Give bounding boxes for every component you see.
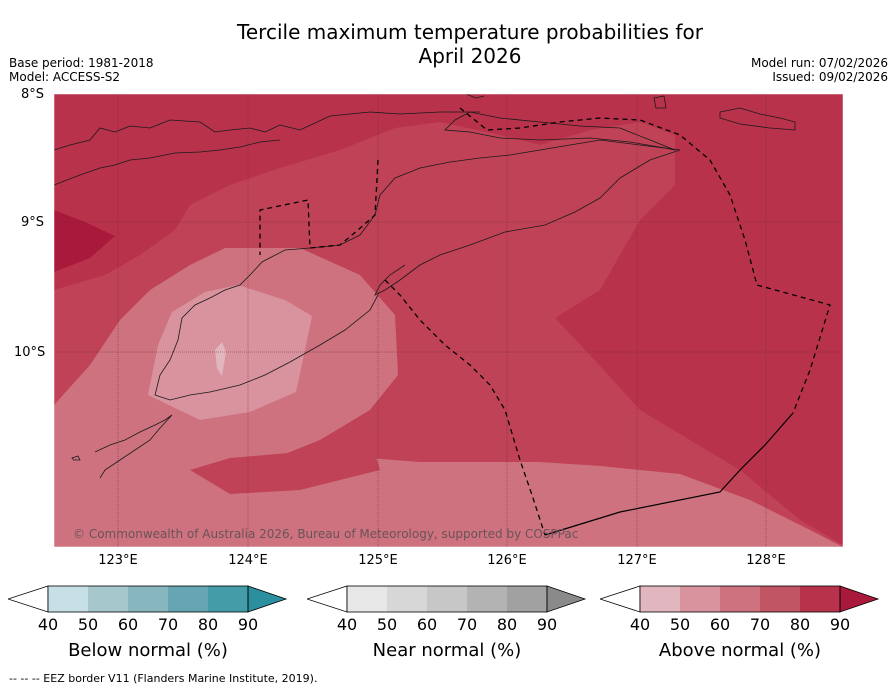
colorbar-near [307, 585, 587, 613]
below-colorbar-frame [47, 585, 249, 613]
above-colorbar-segment [760, 586, 800, 612]
below-colorbar-segment [88, 586, 128, 612]
region-50-center [215, 342, 226, 376]
below-colorbar-arrow-right [247, 585, 288, 613]
lat-label-10s: 10°S [14, 345, 46, 360]
below-colorbar-segment [208, 586, 248, 612]
below-colorbar-segment [168, 586, 208, 612]
model-run: Model run: 07/02/2026 [750, 56, 888, 70]
colorbar-above-label: Above normal (%) [658, 640, 822, 661]
lon-label-127e: 127°E [617, 553, 657, 568]
lon-label-126e: 126°E [487, 553, 527, 568]
near-colorbar-tick: 40 [336, 615, 358, 634]
eez-footnote: -- -- -- EEZ border V11 (Flanders Marine… [9, 672, 318, 685]
eez-border [459, 107, 831, 414]
above-colorbar-tick: 50 [669, 615, 691, 634]
map-frame [53, 93, 844, 548]
below-colorbar-tick: 80 [197, 615, 219, 634]
region-80-sliver [190, 438, 380, 494]
near-colorbar-frame [346, 585, 548, 613]
near-colorbar-arrow-left [307, 585, 348, 613]
above-colorbar-frame [639, 585, 841, 613]
title-line-2: April 2026 [418, 44, 522, 68]
near-colorbar-segment [467, 586, 507, 612]
colorbar-near-label: Near normal (%) [372, 640, 522, 661]
above-colorbar-arrow-right [839, 585, 880, 613]
near-colorbar-tick: 80 [496, 615, 518, 634]
colorbar-below-label: Below normal (%) [68, 640, 228, 661]
below-colorbar-tick: 90 [237, 615, 259, 634]
near-colorbar-segment [387, 586, 427, 612]
below-colorbar-tick: 50 [77, 615, 99, 634]
eez-border-solid [544, 412, 794, 536]
eez-border-2 [259, 159, 379, 255]
near-colorbar-tick: 70 [456, 615, 478, 634]
graticule [54, 94, 843, 547]
region-90-west [54, 210, 115, 272]
below-colorbar-arrow-left [8, 585, 49, 613]
colorbar-above [600, 585, 880, 613]
above-colorbar-tick: 60 [709, 615, 731, 634]
meta-left: Base period: 1981-2018 Model: ACCESS-S2 [9, 56, 154, 84]
near-colorbar-segment [427, 586, 467, 612]
near-colorbar-arrow-right [546, 585, 587, 613]
base-period: Base period: 1981-2018 [9, 56, 154, 70]
near-colorbar-tick: 90 [536, 615, 558, 634]
lon-label-123e: 123°E [98, 553, 138, 568]
region-60-core [148, 285, 312, 420]
above-colorbar-segment [680, 586, 720, 612]
map-title: Tercile maximum temperature probabilitie… [170, 20, 770, 68]
lon-label-125e: 125°E [358, 553, 398, 568]
near-colorbar-tick: 50 [376, 615, 398, 634]
above-colorbar-tick: 90 [829, 615, 851, 634]
lon-label-124e: 124°E [228, 553, 268, 568]
coastlines [54, 94, 796, 479]
above-colorbar-segment [800, 586, 840, 612]
below-colorbar-tick: 40 [37, 615, 59, 634]
above-colorbar-segment [640, 586, 680, 612]
lat-label-9s: 9°S [21, 215, 45, 230]
near-colorbar-segment [507, 586, 547, 612]
region-90-north [54, 94, 843, 545]
below-colorbar-segment [48, 586, 88, 612]
lat-label-8s: 8°S [21, 87, 45, 102]
eez-border-3 [384, 279, 546, 536]
issued-date: Issued: 09/02/2026 [772, 70, 888, 84]
title-line-1: Tercile maximum temperature probabilitie… [237, 20, 703, 44]
below-colorbar-tick: 70 [157, 615, 179, 634]
near-colorbar-tick: 60 [416, 615, 438, 634]
below-colorbar-segment [128, 586, 168, 612]
model-name: Model: ACCESS-S2 [9, 70, 121, 84]
above-colorbar-tick: 70 [749, 615, 771, 634]
near-colorbar-segment [347, 586, 387, 612]
below-colorbar-tick: 60 [117, 615, 139, 634]
above-colorbar-tick: 80 [789, 615, 811, 634]
meta-right: Model run: 07/02/2026 Issued: 09/02/2026 [751, 56, 888, 84]
colorbar-below [8, 585, 288, 613]
lon-label-128e: 128°E [746, 553, 786, 568]
above-colorbar-tick: 40 [629, 615, 651, 634]
copyright-note: © Commonwealth of Australia 2026, Bureau… [73, 527, 579, 541]
above-colorbar-segment [720, 586, 760, 612]
above-colorbar-arrow-left [600, 585, 641, 613]
